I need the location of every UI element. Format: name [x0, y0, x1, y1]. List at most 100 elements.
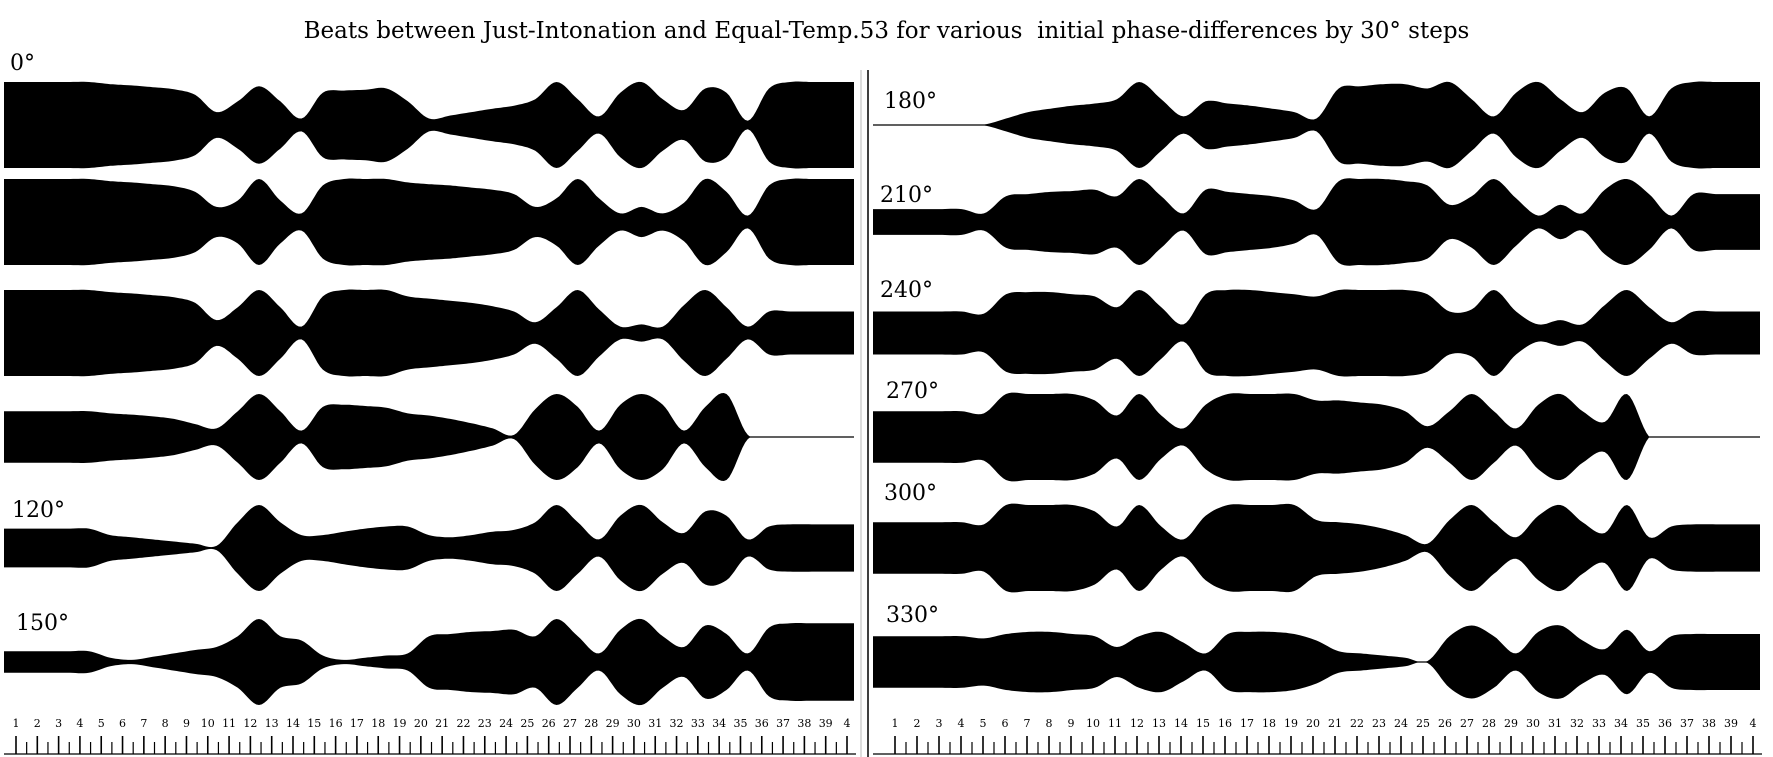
- tick-label: 38: [797, 717, 811, 730]
- phase-label-0: 0°: [10, 51, 35, 76]
- tick-label: 37: [776, 717, 790, 730]
- tick-label: 3: [936, 717, 943, 730]
- tick-label: 7: [140, 717, 147, 730]
- tick-label: 3: [55, 717, 62, 730]
- tick-label: 19: [393, 717, 407, 730]
- tick-label: 12: [243, 717, 257, 730]
- panel-90deg: [4, 393, 854, 481]
- tick-label: 37: [1680, 717, 1694, 730]
- tick-label: 24: [499, 717, 513, 730]
- tick-label: 6: [119, 717, 126, 730]
- panel-300deg: [873, 503, 1760, 593]
- panel-30deg: [4, 178, 854, 266]
- tick-label: 18: [371, 717, 385, 730]
- tick-label: 14: [286, 717, 300, 730]
- tick-label: 29: [606, 717, 620, 730]
- tick-label: 9: [1068, 717, 1075, 730]
- tick-label: 15: [307, 717, 321, 730]
- tick-label: 4: [76, 717, 83, 730]
- tick-label: 8: [162, 717, 169, 730]
- tick-label: 2: [914, 717, 921, 730]
- tick-label: 1: [13, 717, 20, 730]
- tick-label: 4: [844, 717, 851, 730]
- tick-label: 2: [34, 717, 41, 730]
- x-axis-left: 1 2 3 4 5 6 7 8 9 10 11 12 13 14 15 16 17 18 19 20 21 22 23 24 2…: [4, 717, 856, 755]
- tick-label: 34: [712, 717, 726, 730]
- tick-label: 32: [670, 717, 684, 730]
- panel-240deg: [873, 289, 1760, 377]
- tick-label: 16: [329, 717, 343, 730]
- tick-label: 23: [478, 717, 492, 730]
- panel-330deg: [873, 625, 1760, 699]
- tick-label: 8: [1046, 717, 1053, 730]
- tick-label: 30: [627, 717, 641, 730]
- phase-label-300: 300°: [884, 481, 937, 506]
- tick-label: 34: [1614, 717, 1628, 730]
- tick-label: 25: [520, 717, 534, 730]
- tick-label: 27: [1460, 717, 1474, 730]
- tick-label: 10: [1086, 717, 1100, 730]
- tick-label: 28: [1482, 717, 1496, 730]
- tick-label: 35: [733, 717, 747, 730]
- tick-label: 23: [1372, 717, 1386, 730]
- phase-label-210: 210°: [880, 183, 933, 208]
- tick-label: 15: [1196, 717, 1210, 730]
- tick-label: 36: [755, 717, 769, 730]
- tick-label: 31: [648, 717, 662, 730]
- tick-label: 26: [542, 717, 556, 730]
- tick-label: 22: [456, 717, 470, 730]
- tick-label: 5: [98, 717, 105, 730]
- tick-label: 38: [1702, 717, 1716, 730]
- panel-60deg: [4, 289, 854, 377]
- tick-label: 39: [1724, 717, 1738, 730]
- phase-label-150: 150°: [16, 611, 69, 636]
- tick-label: 26: [1438, 717, 1452, 730]
- tick-label: 39: [819, 717, 833, 730]
- phase-label-240: 240°: [880, 278, 933, 303]
- tick-label: 11: [1108, 717, 1122, 730]
- tick-label: 27: [563, 717, 577, 730]
- tick-label: 10: [201, 717, 215, 730]
- tick-label: 21: [435, 717, 449, 730]
- phase-label-120: 120°: [12, 498, 65, 523]
- tick-label: 19: [1284, 717, 1298, 730]
- tick-label: 29: [1504, 717, 1518, 730]
- tick-label: 20: [1306, 717, 1320, 730]
- panel-0deg: [4, 81, 854, 169]
- tick-label: 4: [1750, 717, 1757, 730]
- tick-label: 31: [1548, 717, 1562, 730]
- tick-label: 36: [1658, 717, 1672, 730]
- panel-210deg: [873, 178, 1760, 266]
- x-axis-right: 1 2 3 4 5 6 7 8 9 10 11 12 13 14 15 16 17 18 19 20 21 22 23 24 2…: [873, 717, 1762, 755]
- tick-label: 9: [183, 717, 190, 730]
- tick-label: 14: [1174, 717, 1188, 730]
- tick-label: 30: [1526, 717, 1540, 730]
- tick-label: 17: [350, 717, 364, 730]
- tick-label: 13: [265, 717, 279, 730]
- tick-label: 32: [1570, 717, 1584, 730]
- tick-label: 20: [414, 717, 428, 730]
- tick-label: 17: [1240, 717, 1254, 730]
- panel-150deg: [4, 618, 854, 706]
- tick-label: 7: [1024, 717, 1031, 730]
- tick-label: 28: [584, 717, 598, 730]
- tick-label: 6: [1002, 717, 1009, 730]
- tick-label: 35: [1636, 717, 1650, 730]
- tick-label: 24: [1394, 717, 1408, 730]
- tick-label: 21: [1328, 717, 1342, 730]
- tick-label: 16: [1218, 717, 1232, 730]
- panel-120deg: [4, 504, 854, 592]
- tick-label: 12: [1130, 717, 1144, 730]
- tick-label: 5: [980, 717, 987, 730]
- panel-270deg: [873, 392, 1760, 482]
- tick-label: 13: [1152, 717, 1166, 730]
- phase-label-180: 180°: [884, 89, 937, 114]
- tick-label: 18: [1262, 717, 1276, 730]
- phase-label-270: 270°: [886, 379, 939, 404]
- panel-180deg: [873, 81, 1760, 169]
- chart-title: Beats between Just-Intonation and Equal-…: [303, 18, 1470, 44]
- tick-label: 33: [1592, 717, 1606, 730]
- tick-label: 25: [1416, 717, 1430, 730]
- tick-label: 1: [892, 717, 899, 730]
